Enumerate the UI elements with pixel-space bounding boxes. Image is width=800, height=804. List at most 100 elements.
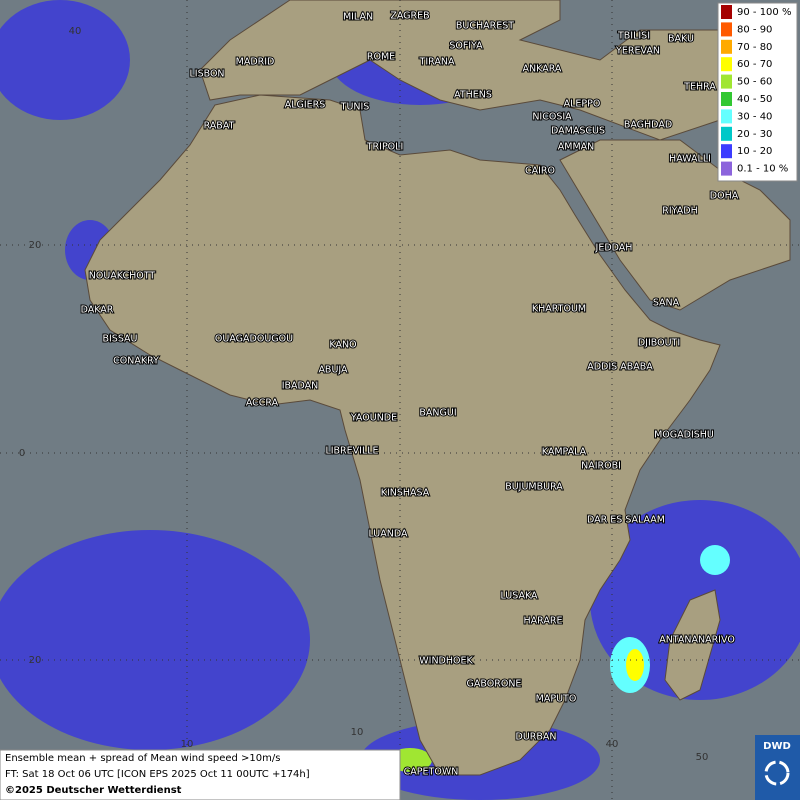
city-label: LIBREVILLE (325, 446, 378, 457)
city-label: RABAT (204, 121, 235, 132)
europe-asia (199, 0, 721, 141)
logo: DWD (763, 741, 791, 752)
legend-swatch (721, 39, 732, 54)
city-label: KINSHASA (381, 488, 430, 499)
city-label: LUSAKA (500, 591, 538, 602)
legend-label: 50 - 60 (737, 77, 772, 88)
city-label: YAOUNDE (350, 413, 397, 424)
city-label: ROME (367, 52, 395, 63)
land (84, 0, 791, 776)
city-label: BANGUI (419, 408, 456, 419)
grid-label: 10 (351, 727, 364, 738)
legend-label: 80 - 90 (737, 24, 772, 35)
city-label: ALGIERS (285, 100, 326, 111)
city-label: IBADAN (282, 381, 319, 392)
caption-line: FT: Sat 18 Oct 06 UTC [ICON EPS 2025 Oct… (5, 769, 310, 780)
city-label: ATHENS (454, 90, 492, 101)
city-label: BUJUMBURA (505, 482, 563, 493)
legend: 90 - 100 % 80 - 90 70 - 80 60 - 70 50 - 60 40… (717, 2, 798, 182)
city-label: DAMASCUS (551, 126, 605, 137)
city-label: YEREVAN (615, 46, 660, 57)
legend-swatch (721, 5, 732, 19)
legend-swatch (721, 74, 732, 89)
city-label: WINDHOEK (419, 656, 473, 667)
grid-label: 0 (19, 448, 25, 459)
caption-line: Ensemble mean + spread of Mean wind spee… (5, 753, 280, 764)
legend-label: 60 - 70 (737, 59, 772, 70)
city-label: ACCRA (246, 398, 279, 409)
legend-label: 0.1 - 10 % (737, 164, 788, 175)
city-label: LISBON (189, 69, 224, 80)
city-label: DAKAR (81, 305, 114, 316)
legend-swatch (721, 92, 732, 106)
city-label: RIYADH (662, 206, 697, 217)
city-label: SOFIYA (449, 41, 483, 52)
city-label: KANO (329, 340, 356, 351)
legend-swatch (721, 22, 732, 37)
city-label: KHARTOUM (532, 304, 586, 315)
city-label: CAIRO (525, 166, 555, 177)
legend-swatch (721, 144, 732, 159)
legend-label: 10 - 20 (737, 146, 772, 157)
city-label: ADDIS ABABA (587, 362, 653, 373)
grid-label: 40 (606, 739, 619, 750)
city-label: TBILISI (617, 31, 650, 42)
city-label: SANA (653, 298, 680, 309)
city-label: NOUAKCHOTT (89, 271, 156, 282)
legend-label: 40 - 50 (737, 94, 772, 105)
city-label: CAPETOWN (404, 767, 459, 778)
madagascar (664, 589, 721, 701)
city-label: HAWALLI (669, 154, 711, 165)
city-label: MADRID (236, 57, 275, 68)
city-label: ABUJA (318, 365, 348, 376)
city-label: ZAGREB (390, 11, 429, 22)
caption-box (0, 749, 401, 801)
grid-label: 20 (29, 655, 42, 666)
logo-icon (764, 760, 790, 786)
grid-label: 40 (69, 26, 82, 37)
city-label: GABORONE (467, 679, 522, 690)
legend-swatch (721, 161, 732, 176)
city-label: JEDDAH (595, 243, 633, 254)
city-label: OUAGADOUGOU (215, 334, 293, 345)
africa (84, 94, 721, 776)
wind-area (0, 530, 310, 750)
city-label: BISSAU (102, 334, 137, 345)
labels: MILAN ZAGREB BUCHAREST SOFIYA TBILISI YEREVAN… (19, 10, 740, 779)
city-label: TUNIS (340, 102, 370, 113)
city-label: BUCHAREST (456, 21, 514, 32)
city-label: TEHRA (683, 82, 716, 93)
city-label: NICOSIA (532, 112, 572, 123)
city-label: ANTANANARIVO (659, 635, 735, 646)
arabia (559, 139, 791, 311)
city-label: TRIPOLI (366, 142, 404, 153)
city-label: KAMPALA (542, 447, 587, 458)
city-label: HARARE (524, 616, 563, 627)
legend-swatch (721, 126, 732, 141)
city-label: DURBAN (516, 732, 557, 743)
legend-label: 70 - 80 (737, 42, 772, 53)
city-label: BAGHDAD (624, 120, 672, 131)
wind-area (700, 545, 730, 575)
wind-area (626, 649, 644, 681)
city-label: CONAKRY (113, 356, 159, 367)
city-label: ALEPPO (564, 99, 601, 110)
city-label: AMMAN (558, 142, 595, 153)
city-label: MAPUTO (536, 694, 577, 705)
caption-line: ©2025 Deutscher Wetterdienst (5, 785, 182, 796)
city-label: LUANDA (368, 529, 408, 540)
city-label: NAIROBI (581, 461, 621, 472)
city-label: MOGADISHU (654, 430, 714, 441)
wind-area (0, 0, 130, 120)
caption: Ensemble mean + spread of Mean wind spee… (5, 753, 310, 796)
legend-label: 20 - 30 (737, 129, 772, 140)
logo-box (755, 735, 800, 800)
legend-swatch (721, 57, 732, 72)
legend-swatch (721, 109, 732, 124)
city-label: MILAN (343, 12, 373, 23)
legend-label: 90 - 100 % (737, 7, 791, 18)
grid-label: 20 (29, 240, 42, 251)
legend-label: 30 - 40 (737, 111, 772, 122)
